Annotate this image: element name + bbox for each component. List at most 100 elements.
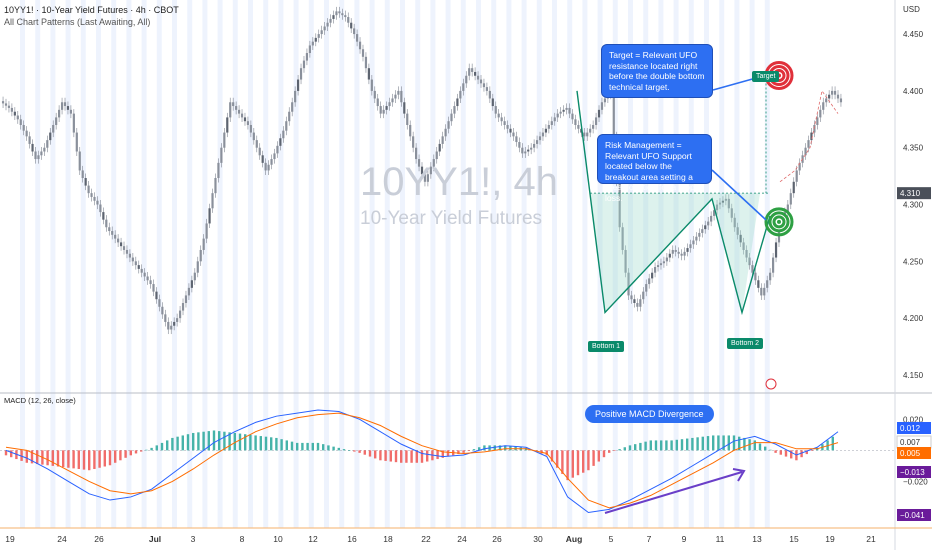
macd-tick-label: 0.020 xyxy=(903,415,924,424)
macd-histogram-bar xyxy=(582,450,585,473)
macd-histogram-bar xyxy=(550,450,554,462)
candle xyxy=(19,119,22,125)
macd-histogram-bar xyxy=(556,450,559,468)
time-tick-label: 13 xyxy=(752,534,762,544)
session-band xyxy=(248,0,253,528)
candle xyxy=(93,196,96,201)
candle xyxy=(299,68,303,80)
macd-histogram-bar xyxy=(379,450,382,461)
candle xyxy=(474,71,477,76)
time-tick-label: 15 xyxy=(789,534,799,544)
candle xyxy=(724,198,727,201)
macd-histogram-bar xyxy=(670,440,673,451)
candle xyxy=(574,119,577,125)
candle xyxy=(370,79,373,91)
macd-histogram-bar xyxy=(566,450,569,481)
symbol-watermark: 10YY1!, 4h xyxy=(360,160,558,204)
candle xyxy=(653,267,657,273)
macd-histogram-bar xyxy=(654,440,658,451)
candle xyxy=(397,90,400,95)
macd-histogram-bar xyxy=(150,447,153,451)
macd-histogram-bar xyxy=(758,443,762,451)
session-band xyxy=(521,0,527,528)
macd-histogram-bar xyxy=(363,450,366,455)
chart-title: 10YY1! · 10-Year Yield Futures · 4h · CB… xyxy=(4,5,179,15)
candle xyxy=(220,147,223,163)
macd-histogram-bar xyxy=(285,440,288,451)
macd-histogram-bar xyxy=(696,437,699,451)
candle xyxy=(733,217,736,228)
candle xyxy=(568,107,571,114)
macd-histogram-bar xyxy=(51,450,54,466)
candle xyxy=(294,90,297,103)
candle xyxy=(577,124,580,129)
macd-histogram-bar xyxy=(649,440,652,451)
session-band xyxy=(50,0,56,528)
macd-price-label: −0.013 xyxy=(900,468,925,477)
candle xyxy=(665,257,668,262)
candle xyxy=(621,227,624,250)
candle xyxy=(423,174,427,182)
candle xyxy=(55,117,58,125)
candle xyxy=(435,151,438,160)
macd-histogram-bar xyxy=(639,442,642,451)
candle xyxy=(547,124,550,129)
macd-histogram-bar xyxy=(810,450,814,451)
macd-histogram-bar xyxy=(457,450,460,455)
candle xyxy=(373,90,376,99)
candle xyxy=(217,162,220,179)
candle xyxy=(122,246,126,250)
price-tick-label: 4.350 xyxy=(903,144,924,153)
macd-histogram-bar xyxy=(545,450,548,456)
candle xyxy=(677,251,680,254)
candle xyxy=(485,87,489,91)
session-band xyxy=(369,0,375,528)
candle xyxy=(308,45,311,54)
candle xyxy=(31,143,34,152)
time-tick-label: 30 xyxy=(533,534,543,544)
candle xyxy=(232,102,235,107)
macd-histogram-bar xyxy=(743,437,746,451)
session-band xyxy=(491,0,497,528)
candle xyxy=(108,227,111,232)
time-tick-label: 8 xyxy=(240,534,245,544)
time-tick-label: 24 xyxy=(57,534,67,544)
macd-histogram-bar xyxy=(732,435,736,451)
macd-histogram-bar xyxy=(701,436,704,451)
candle xyxy=(409,124,412,137)
macd-price-box xyxy=(897,422,931,434)
candle xyxy=(235,106,238,110)
candle xyxy=(648,278,651,285)
macd-histogram-bar xyxy=(717,435,720,451)
session-band xyxy=(734,0,740,528)
candle xyxy=(317,34,320,38)
macd-histogram-bar xyxy=(306,442,309,451)
session-band xyxy=(308,0,314,528)
candle xyxy=(712,210,716,216)
macd-histogram-bar xyxy=(290,441,294,451)
session-band xyxy=(460,0,466,528)
macd-histogram-bar xyxy=(727,435,730,451)
candle xyxy=(361,49,365,57)
signal-line xyxy=(5,412,839,509)
candle xyxy=(16,115,19,120)
candle xyxy=(84,178,87,186)
candle xyxy=(164,314,167,322)
name-watermark: 10-Year Yield Futures xyxy=(360,208,543,229)
macd-histogram-bar xyxy=(628,445,632,451)
candle xyxy=(727,198,730,209)
stop-bullseye-center xyxy=(777,219,781,224)
macd-histogram-bar xyxy=(337,447,340,451)
candle xyxy=(149,280,152,285)
session-bands xyxy=(20,0,770,528)
candle xyxy=(237,109,241,114)
macd-histogram-bar xyxy=(93,450,96,469)
candle xyxy=(828,94,831,99)
session-band xyxy=(324,0,329,528)
candle xyxy=(412,136,415,148)
candle xyxy=(323,26,326,31)
candle xyxy=(252,132,255,141)
candle xyxy=(249,124,252,133)
macd-histogram-bar xyxy=(509,446,512,451)
